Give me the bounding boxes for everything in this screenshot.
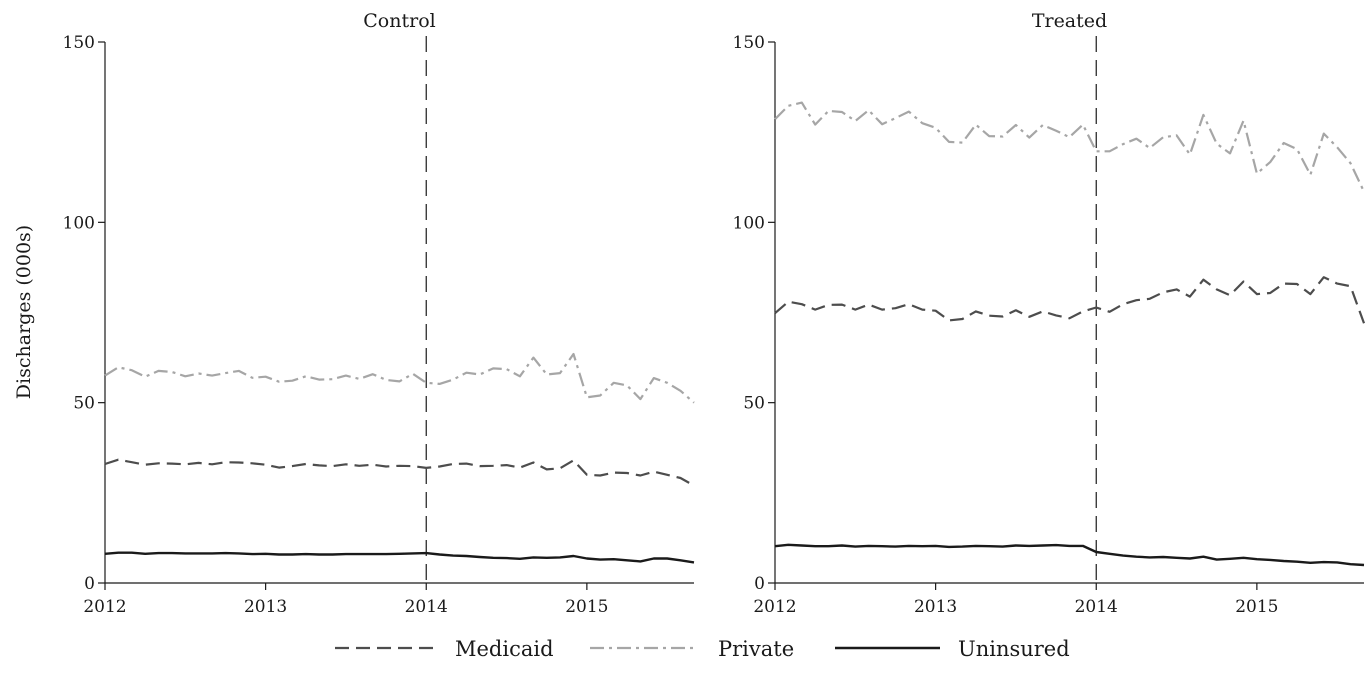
x-tick-label: 2015 bbox=[1235, 597, 1278, 617]
y-tick-label: 0 bbox=[84, 574, 95, 594]
series-line-uninsured bbox=[104, 551, 695, 564]
series-line-private bbox=[104, 352, 695, 404]
x-tick-label: 2013 bbox=[914, 597, 957, 617]
x-tick-label: 2015 bbox=[565, 597, 608, 617]
panel-title: Control bbox=[363, 10, 435, 32]
panel-title: Treated bbox=[1032, 10, 1107, 32]
legend-label-medicaid: Medicaid bbox=[455, 637, 554, 661]
y-tick-label: 150 bbox=[63, 33, 95, 53]
y-tick-label: 0 bbox=[754, 574, 765, 594]
series-line-medicaid bbox=[104, 458, 695, 487]
x-tick-label: 2014 bbox=[405, 597, 448, 617]
x-tick-label: 2012 bbox=[83, 597, 126, 617]
series-line-medicaid bbox=[774, 276, 1366, 324]
y-tick-label: 50 bbox=[743, 394, 765, 414]
x-tick-label: 2014 bbox=[1075, 597, 1118, 617]
y-tick-label: 50 bbox=[73, 394, 95, 414]
y-tick-label: 100 bbox=[63, 213, 95, 233]
x-tick-label: 2012 bbox=[753, 597, 796, 617]
series-line-uninsured bbox=[774, 543, 1365, 567]
y-tick-label: 100 bbox=[733, 213, 765, 233]
y-tick-label: 150 bbox=[733, 33, 765, 53]
legend-label-uninsured: Uninsured bbox=[958, 637, 1070, 661]
x-tick-label: 2013 bbox=[244, 597, 287, 617]
series-line-private bbox=[774, 101, 1365, 193]
y-axis-title: Discharges (000s) bbox=[13, 225, 35, 399]
legend-label-private: Private bbox=[718, 637, 794, 661]
